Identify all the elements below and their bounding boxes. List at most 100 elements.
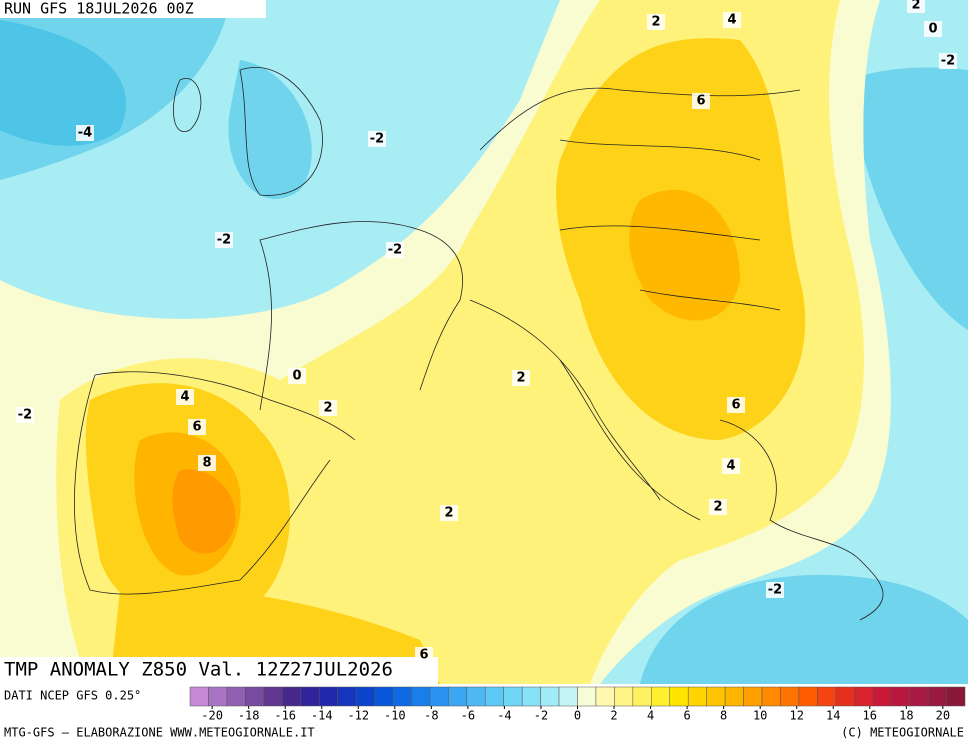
colorbar-swatch xyxy=(927,686,947,707)
colorbar-swatch xyxy=(854,686,873,707)
contour-label: -2 xyxy=(18,408,32,423)
contour-label-bg xyxy=(924,21,942,37)
colorbar-swatch xyxy=(448,686,468,707)
colorbar-swatch xyxy=(798,686,818,707)
contour-label-bg xyxy=(939,53,957,69)
contour-label-bg xyxy=(368,131,386,147)
colorbar-tick-label: 20 xyxy=(936,709,950,723)
colorbar-swatch xyxy=(577,686,597,707)
colorbar-tick-label: -6 xyxy=(461,709,475,723)
contour-label: 4 xyxy=(727,13,736,28)
colorbar-swatch xyxy=(355,686,375,707)
warm-area xyxy=(172,469,236,554)
colorbar-tick-label: -2 xyxy=(534,709,548,723)
colorbar-tick-label: -4 xyxy=(497,709,511,723)
contour-label-bg xyxy=(76,125,94,141)
colorbar-swatch xyxy=(411,686,431,707)
footer-credit: MTG-GFS — ELABORAZIONE WWW.METEOGIORNALE… xyxy=(4,726,315,740)
colorbar-swatch xyxy=(189,686,209,707)
colorbar-swatch xyxy=(429,686,449,707)
contour-label-bg xyxy=(692,93,710,109)
colorbar-tick-label: 6 xyxy=(683,709,690,723)
contour-label-bg xyxy=(176,389,194,405)
contour-label-bg xyxy=(722,458,740,474)
contour-label: 6 xyxy=(731,398,740,413)
colorbar-swatch xyxy=(300,686,320,707)
contour-label-bg xyxy=(319,400,337,416)
colorbar: -20 -18 -16 -14 -12 -10 -8 -6 -4 -2 0 2 4 6 8 10 12 14 16 1… xyxy=(189,686,966,723)
colorbar-swatch xyxy=(632,686,652,707)
contour-label-bg xyxy=(386,242,404,258)
contour-label-bg xyxy=(188,419,206,435)
colorbar-tick-label: 16 xyxy=(863,709,877,723)
cold-area xyxy=(0,20,126,146)
colorbar-swatch xyxy=(614,686,634,707)
footer-source: DATI NCEP GFS 0.25° xyxy=(4,689,141,703)
contour-label: -4 xyxy=(78,126,92,141)
colorbar-tick-label: 0 xyxy=(574,709,581,723)
colorbar-swatch xyxy=(540,686,560,707)
colorbar-swatch xyxy=(743,686,763,707)
contour-label-bg xyxy=(723,12,741,28)
colorbar-tick-label: 12 xyxy=(789,709,803,723)
contour-label: 4 xyxy=(180,390,189,405)
contour-label-bg xyxy=(709,499,727,515)
colorbar-swatch xyxy=(946,686,966,707)
contour-label: 2 xyxy=(651,15,660,30)
contour-label: 6 xyxy=(419,648,428,663)
colorbar-swatch xyxy=(245,686,265,707)
colorbar-tick-label: -8 xyxy=(424,709,438,723)
footer-copyright: (C) METEOGIORNALE xyxy=(841,726,964,740)
contour-label: 0 xyxy=(292,369,301,384)
contour-label: 2 xyxy=(911,0,920,13)
contour-label-bg xyxy=(727,397,745,413)
colorbar-swatch xyxy=(226,686,246,707)
colorbar-swatch xyxy=(392,686,412,707)
colorbar-tick-label: -16 xyxy=(274,709,296,723)
colorbar-tick-label: 2 xyxy=(610,709,617,723)
contour-label-bg xyxy=(440,505,458,521)
colorbar-tick-label: -12 xyxy=(347,709,369,723)
contour-label: 8 xyxy=(202,456,211,471)
field-title: TMP ANOMALY Z850 Val. 12Z27JUL2026 xyxy=(4,659,393,681)
contour-label: 2 xyxy=(323,401,332,416)
colorbar-swatch xyxy=(669,686,689,707)
colorbar-swatch xyxy=(208,686,228,707)
colorbar-swatch xyxy=(706,686,726,707)
colorbar-swatch xyxy=(263,686,283,707)
colorbar-swatch xyxy=(817,686,837,707)
contour-label-bg xyxy=(512,370,530,386)
colorbar-tick-label: -18 xyxy=(238,709,260,723)
colorbar-swatch xyxy=(466,686,486,707)
contour-label-bg xyxy=(288,368,306,384)
colorbar-swatch xyxy=(595,686,615,707)
contour-label: -2 xyxy=(388,243,402,258)
colorbar-swatch xyxy=(761,686,781,707)
colorbar-tick-label: -20 xyxy=(201,709,223,723)
contour-label: 2 xyxy=(444,506,453,521)
contour-label: 6 xyxy=(192,420,201,435)
colorbar-tick-label: 10 xyxy=(753,709,767,723)
cold-area xyxy=(640,574,968,684)
colorbar-tick-label: 18 xyxy=(899,709,913,723)
colorbar-swatch xyxy=(503,686,523,707)
field-box xyxy=(0,657,438,684)
colorbar-swatch xyxy=(687,686,707,707)
contour-label: -2 xyxy=(370,132,384,147)
coastlines xyxy=(74,67,884,621)
contour-label-bg xyxy=(215,232,233,248)
warm-area xyxy=(629,189,740,321)
contour-label-bg xyxy=(415,647,433,663)
contour-label-bg xyxy=(766,582,784,598)
colorbar-swatch xyxy=(484,686,504,707)
colorbar-tick-label: -14 xyxy=(311,709,333,723)
contour-label: 2 xyxy=(516,371,525,386)
colorbar-tick-label: 14 xyxy=(826,709,840,723)
colorbar-swatch xyxy=(835,686,855,707)
header-box xyxy=(0,0,266,18)
colorbar-swatch xyxy=(651,686,671,707)
contour-label: -2 xyxy=(768,583,782,598)
colorbar-swatch xyxy=(780,686,800,707)
